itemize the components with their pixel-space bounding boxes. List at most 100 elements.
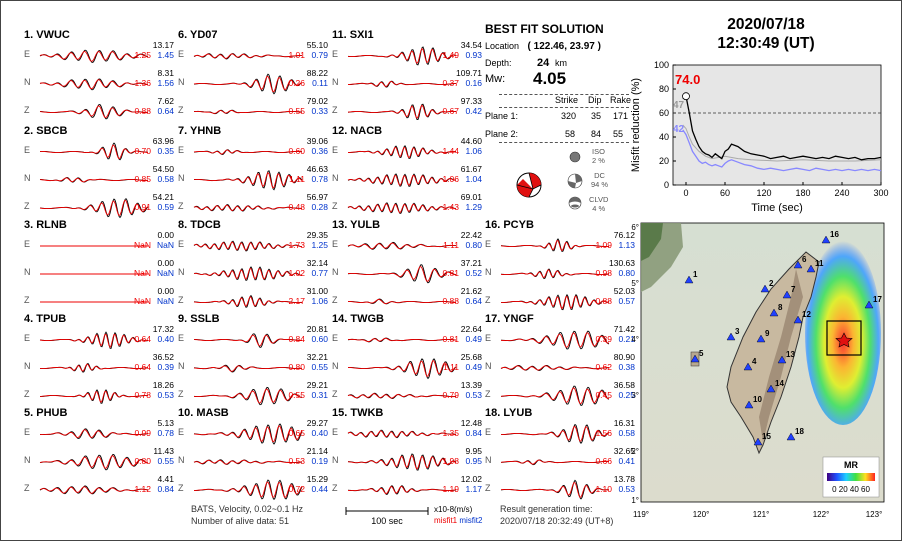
data-filter-info: BATS, Velocity, 0.02~0.1 Hz — [191, 504, 303, 514]
misfit1-value: 0.91 — [134, 202, 151, 212]
station-marker-icon — [766, 384, 776, 393]
synthetic-waveform — [500, 459, 610, 465]
amplitude-value: 69.01 — [460, 192, 482, 202]
misfit1-value: 0.78 — [134, 390, 151, 400]
misfit2-value: 0.93 — [465, 50, 482, 60]
trace-row: Z 15.29 0.72 0.44 — [178, 474, 328, 503]
synthetic-waveform — [500, 426, 610, 442]
waveform-trace — [347, 202, 457, 215]
misfit1-value: 1.36 — [134, 78, 151, 88]
misfit1-value: 0.88 — [442, 296, 459, 306]
station-number-label: 1 — [693, 270, 698, 279]
amplitude-value: 20.81 — [306, 324, 328, 334]
latitude-label: 26° — [631, 223, 639, 232]
depth-value: 24 — [537, 57, 550, 69]
misfit1-value: 0.84 — [288, 334, 305, 344]
mw-label: Mw: — [485, 73, 506, 85]
x-tick-label: 60 — [720, 188, 730, 198]
misfit2-value: 1.56 — [157, 78, 174, 88]
component-label: N — [332, 77, 339, 87]
station-panel: 2. SBCB E 63.96 0.70 0.35 N 54.50 0.85 0.58 Z 54.2… — [24, 125, 174, 221]
misfit1-value: 0.53 — [288, 456, 305, 466]
component-label: E — [24, 145, 31, 155]
trace-row: N 32.21 0.80 0.55 — [178, 352, 328, 381]
waveform-trace — [347, 392, 457, 399]
misfit2-value: 0.28 — [311, 202, 328, 212]
plane1-label: Plane 1: — [485, 111, 519, 121]
trace-row: Z 18.26 0.78 0.53 — [24, 380, 174, 409]
synthetic-waveform — [500, 332, 610, 348]
synthetic-waveform — [193, 365, 303, 372]
waveform-trace — [500, 364, 610, 372]
station-title: 18. LYUB — [485, 407, 533, 419]
trace-row: Z 79.02 0.55 0.33 — [178, 96, 328, 125]
synthetic-waveform — [39, 199, 149, 217]
synthetic-waveform — [193, 481, 303, 499]
trace-row: N 46.63 1.11 0.78 — [178, 164, 328, 193]
y-tick-label: 20 — [659, 156, 669, 166]
amplitude-value: 22.42 — [460, 230, 482, 240]
col-dip: Dip — [588, 95, 602, 105]
x-axis-label: Time (sec) — [751, 202, 803, 214]
focal-mechanism-beachball — [516, 172, 542, 198]
misfit1-value: 0.45 — [595, 390, 612, 400]
trace-row: N 37.21 0.81 0.52 — [332, 258, 482, 287]
misfit2-legend: misfit2 — [459, 516, 483, 525]
synthetic-waveform — [347, 47, 457, 64]
station-panel: 17. YNGF E 71.42 0.39 0.21 N 80.90 0.62 0.38 Z 36.… — [485, 313, 635, 409]
misfit2-value: 0.41 — [618, 456, 635, 466]
component-label: Z — [332, 105, 338, 115]
waveform-trace — [500, 268, 610, 280]
event-time: 12:30:49 (UT) — [717, 35, 815, 52]
synthetic-waveform — [193, 171, 303, 189]
station-title: 15. TWKB — [332, 407, 384, 419]
component-label: E — [24, 333, 31, 343]
misfit1-value: 0.67 — [442, 106, 459, 116]
station-title: 13. YULB — [332, 219, 381, 231]
location-value: ( 122.46, 23.97 ) — [527, 41, 601, 52]
component-label: N — [178, 77, 185, 87]
station-panel: 3. RLNB E 0.00 NaN NaN N 0.00 NaN NaN Z 0.00 NaN NaN — [24, 219, 174, 315]
trace-row: N 25.68 1.11 0.49 — [332, 352, 482, 381]
amplitude-value: 79.02 — [306, 96, 328, 106]
waveform-trace — [347, 80, 457, 88]
misfit1-value: 0.39 — [595, 334, 612, 344]
station-title: 9. SSLB — [178, 313, 220, 325]
amplitude-value: 37.21 — [460, 258, 482, 268]
waveform-trace — [347, 358, 457, 380]
misfit2-value: 0.77 — [311, 268, 328, 278]
component-label: E — [485, 333, 492, 343]
synthetic-waveform — [193, 53, 303, 59]
trace-row: Z 0.00 NaN NaN — [24, 286, 174, 315]
component-label: E — [332, 49, 339, 59]
station-title: 5. PHUB — [24, 407, 68, 419]
amplitude-value: 9.95 — [465, 446, 482, 456]
synthetic-waveform — [39, 363, 149, 372]
trace-row: N 80.90 0.62 0.38 — [485, 352, 635, 381]
mw-row: Mw: 4.05 — [485, 69, 566, 88]
waveform-trace — [40, 301, 148, 303]
waveform-trace — [347, 173, 457, 187]
misfit1-value: NaN — [133, 240, 151, 250]
misfit2-value: 0.57 — [618, 296, 635, 306]
station-title: 8. TDCB — [178, 219, 221, 231]
trace-row: Z 13.78 1.10 0.53 — [485, 474, 635, 503]
component-label: Z — [485, 295, 491, 305]
station-number-label: 10 — [753, 395, 762, 404]
misfit2-value: 1.25 — [311, 240, 328, 250]
station-panel: 5. PHUB E 5.13 0.99 0.78 N 11.43 0.80 0.55 Z 4.41 1… — [24, 407, 174, 503]
synthetic-waveform — [193, 268, 303, 280]
misfit2-value: 0.55 — [157, 456, 174, 466]
component-label: N — [24, 267, 31, 277]
station-marker-icon — [793, 260, 803, 269]
amplitude-value: 63.96 — [152, 136, 174, 146]
misfit1-value: 0.60 — [288, 146, 305, 156]
clvd-ball-icon — [568, 196, 582, 210]
depth-unit: km — [555, 58, 567, 68]
waveform-trace — [500, 330, 610, 350]
misfit1-value: 1.02 — [288, 268, 305, 278]
misfit1-value: 0.80 — [134, 456, 151, 466]
misfit2-value: 0.58 — [157, 174, 174, 184]
misfit2-value: 0.53 — [465, 390, 482, 400]
amplitude-value: 22.64 — [460, 324, 482, 334]
